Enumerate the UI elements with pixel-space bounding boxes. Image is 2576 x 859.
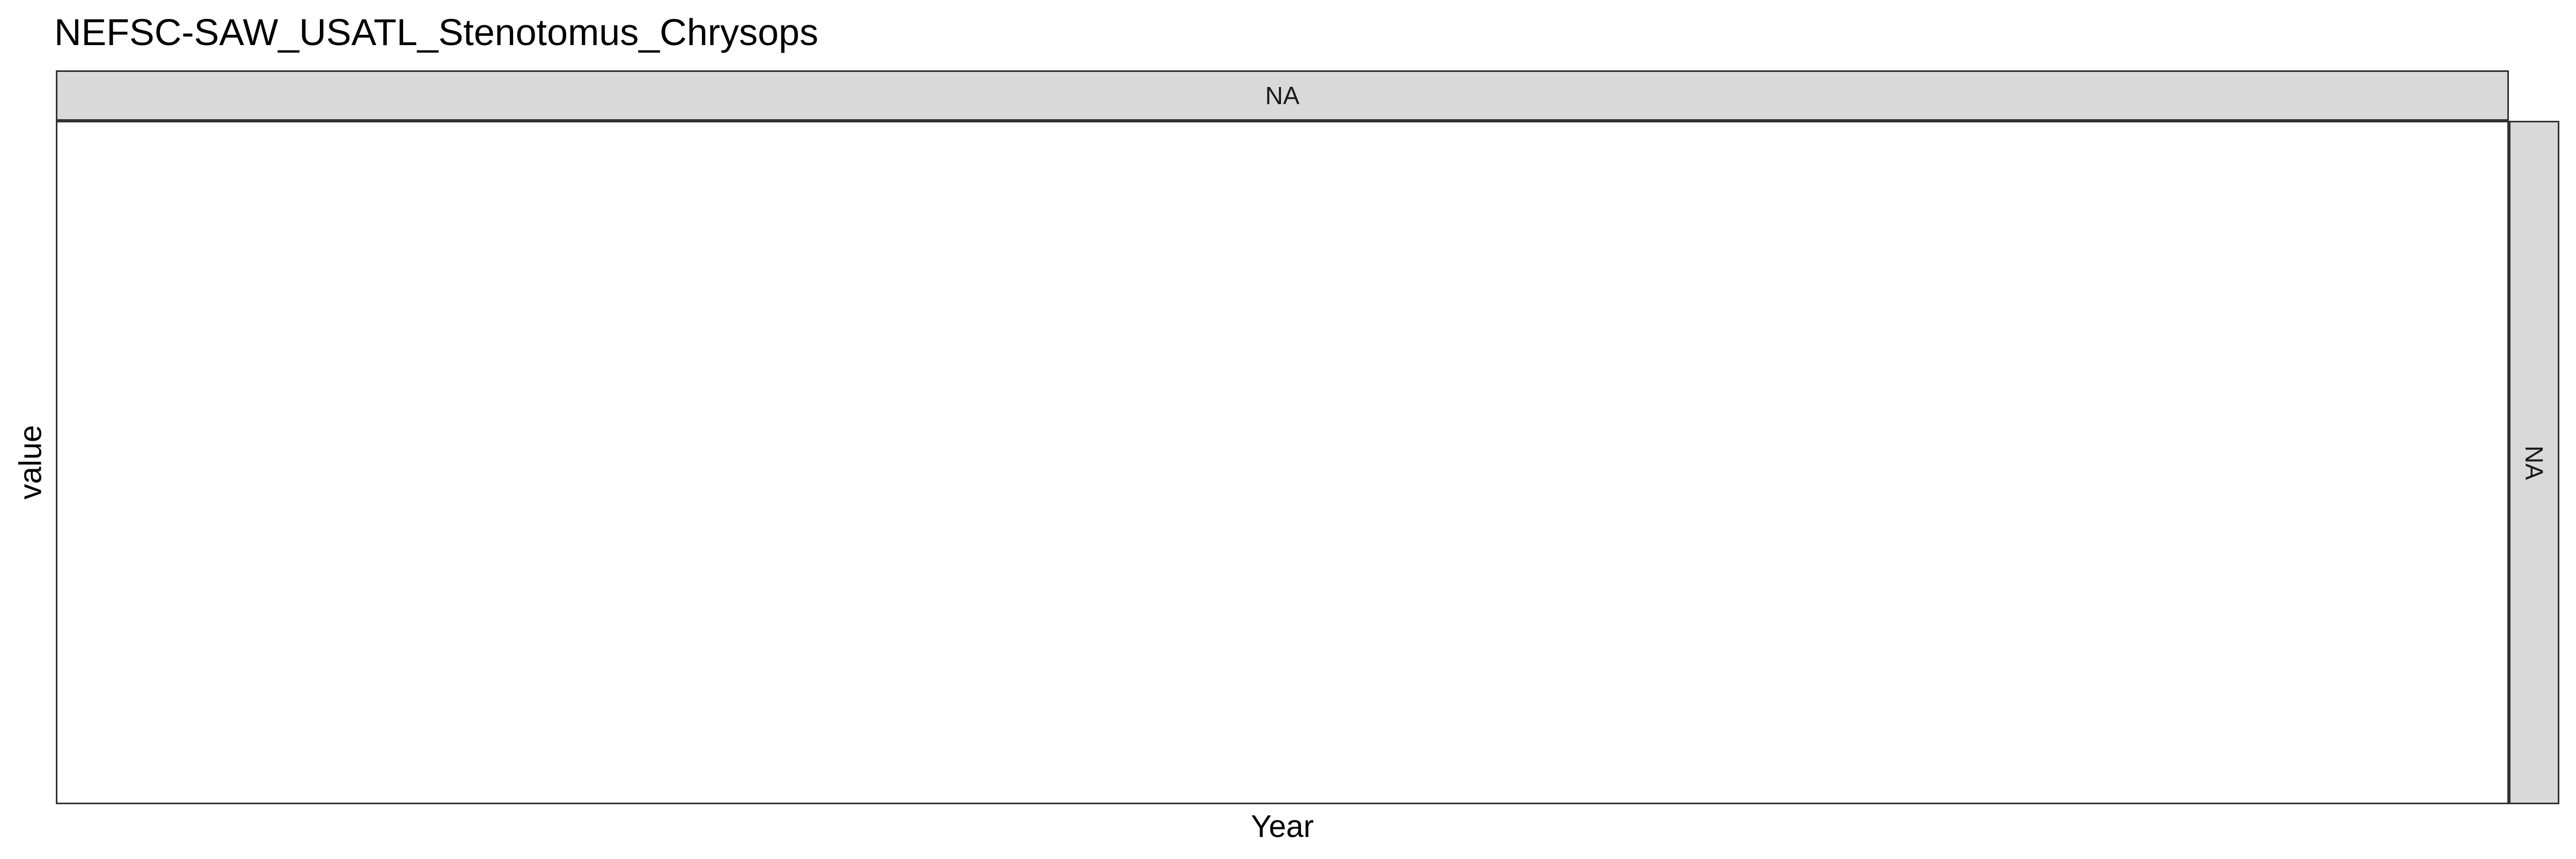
plot-panel (56, 121, 2509, 804)
facet-strip-top-label: NA (1265, 82, 1300, 110)
x-axis-label: Year (1250, 809, 1314, 844)
chart-title: NEFSC-SAW_USATL_Stenotomus_Chrysops (54, 11, 818, 53)
y-axis-label: value (13, 425, 48, 500)
facet-strip-top: NA (56, 70, 2509, 121)
facet-strip-right: NA (2509, 121, 2559, 804)
facet-strip-right-label: NA (2520, 445, 2548, 480)
